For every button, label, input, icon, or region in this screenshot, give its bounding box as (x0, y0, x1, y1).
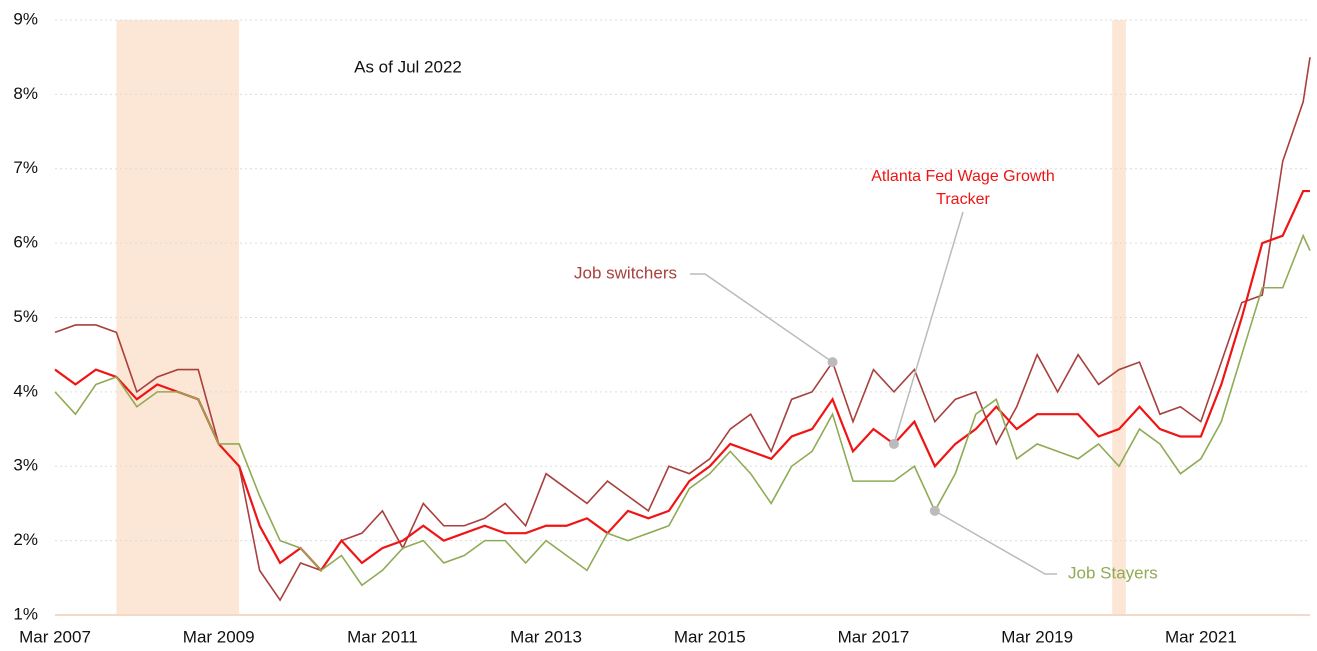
x-tick-label: Mar 2017 (838, 627, 910, 646)
series-line (54, 233, 1311, 587)
recession-band (1112, 20, 1126, 615)
series-label: Atlanta Fed Wage Growth Tracker (871, 168, 1055, 208)
series-line (54, 57, 1311, 602)
pointer-line (690, 273, 833, 363)
y-tick-label: 1% (13, 604, 38, 623)
series-label: Job switchers (574, 263, 677, 282)
y-tick-label: 6% (13, 233, 38, 252)
x-tick-label: Mar 2011 (347, 627, 418, 646)
annotation: As of Jul 2022 (354, 57, 462, 76)
pointer-line (893, 211, 964, 445)
y-tick-label: 3% (13, 456, 38, 475)
pointer-dot (929, 505, 940, 516)
x-tick-label: Mar 2013 (510, 627, 582, 646)
x-tick-label: Mar 2015 (674, 627, 746, 646)
x-tick-label: Mar 2009 (183, 627, 255, 646)
y-tick-label: 5% (13, 307, 38, 326)
x-tick-label: Mar 2021 (1165, 627, 1237, 646)
series-label: Job Stayers (1068, 563, 1158, 582)
pointer-dot (888, 438, 899, 449)
y-tick-label: 2% (13, 530, 38, 549)
y-tick-label: 4% (13, 381, 38, 400)
y-tick-label: 8% (13, 84, 38, 103)
pointer-dot (827, 357, 838, 368)
series-line (54, 189, 1310, 573)
y-tick-label: 9% (13, 9, 38, 28)
pointer-line (934, 510, 1057, 575)
y-tick-label: 7% (13, 158, 38, 177)
x-tick-label: Mar 2019 (1001, 627, 1073, 646)
x-tick-label: Mar 2007 (19, 627, 91, 646)
